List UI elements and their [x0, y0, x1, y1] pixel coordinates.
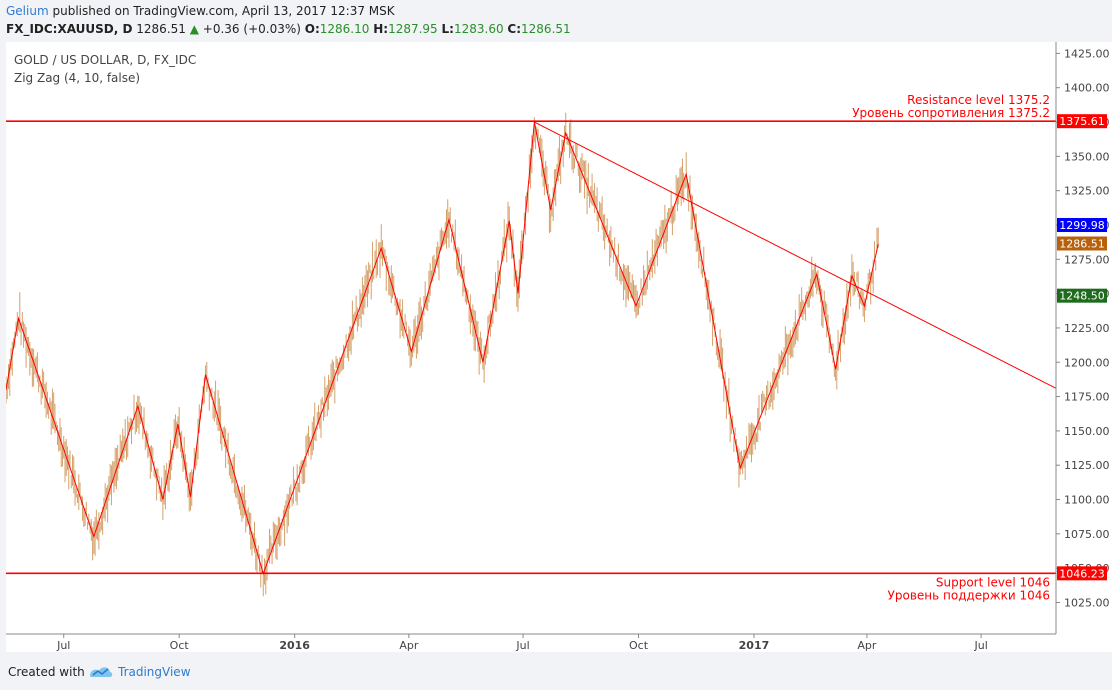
last-price: 1286.51 [136, 22, 186, 36]
y-tick-label: 1200.00 [1064, 356, 1110, 369]
y-tick-label: 1150.00 [1064, 425, 1110, 438]
open-label: O: [304, 22, 320, 36]
tradingview-link[interactable]: TradingView [118, 665, 191, 679]
footer-bar: Created with TradingView [0, 652, 1112, 690]
published-text: published on TradingView.com, April 13, … [52, 4, 395, 18]
x-tick-label: Apr [857, 639, 877, 652]
support-price-tag-box [1057, 566, 1107, 581]
indicator-label[interactable]: Zig Zag (4, 10, false) [14, 71, 140, 85]
y-tick-label: 1325.00 [1064, 185, 1110, 198]
support-price-tag: 1046.23 [1059, 567, 1105, 580]
symbol-label[interactable]: FX_IDC:XAUUSD, D [6, 22, 133, 36]
x-tick-label: Oct [629, 639, 649, 652]
x-tick-label: Jul [973, 639, 987, 652]
price-tag-box [1057, 218, 1107, 233]
zigzag-line [6, 121, 879, 576]
high-label: H: [373, 22, 389, 36]
x-tick-label: 2017 [739, 639, 770, 652]
price-tag-box [1057, 236, 1107, 251]
price-tag: 1299.98 [1059, 219, 1105, 232]
y-tick-label: 1225.00 [1064, 322, 1110, 335]
publish-line: Gelium published on TradingView.com, Apr… [6, 4, 395, 18]
level-lines [6, 120, 1057, 575]
chart-title: GOLD / US DOLLAR, D, FX_IDC [14, 53, 196, 67]
y-tick-label: 1400.00 [1064, 82, 1110, 95]
close-label: C: [507, 22, 522, 36]
y-tick-label: 1100.00 [1064, 494, 1110, 507]
high-value: 1287.95 [388, 22, 438, 36]
y-tick-label: 1350.00 [1064, 150, 1110, 163]
y-tick-label: 1275.00 [1064, 253, 1110, 266]
y-tick-label: 1125.00 [1064, 459, 1110, 472]
open-value: 1286.10 [319, 22, 370, 36]
y-tick-label: 1075.00 [1064, 528, 1110, 541]
price-tag: 1248.50 [1059, 290, 1105, 303]
chart-area[interactable]: 1025.001050.001075.001100.001125.001150.… [6, 42, 1112, 652]
y-tick-label: 1175.00 [1064, 391, 1110, 404]
resistance-price-tag: 1375.61 [1059, 115, 1105, 128]
y-tick-label: 1425.00 [1064, 47, 1110, 60]
low-label: L: [441, 22, 454, 36]
x-tick-label: Jul [515, 639, 529, 652]
low-value: 1283.60 [453, 22, 504, 36]
price-tag-box [1057, 288, 1107, 303]
plot-background [6, 42, 1056, 634]
support-label-ru: Уровень поддержки 1046 [888, 588, 1050, 602]
resistance-label-en: Resistance level 1375.2 [907, 93, 1050, 107]
x-tick-label: 2016 [279, 639, 310, 652]
y-tick-label: 1025.00 [1064, 596, 1110, 609]
x-tick-label: Jul [56, 639, 70, 652]
price-chart[interactable]: 1025.001050.001075.001100.001125.001150.… [6, 42, 1112, 652]
resistance-price-tag-box [1057, 114, 1107, 129]
support-label-en: Support level 1046 [936, 575, 1050, 589]
up-arrow-icon: ▲ [189, 22, 199, 36]
publisher-link[interactable]: Gelium [6, 4, 49, 18]
x-tick-label: Oct [170, 639, 190, 652]
price-tag: 1286.51 [1059, 237, 1105, 250]
x-tick-label: Apr [399, 639, 419, 652]
close-value: 1286.51 [521, 22, 571, 36]
tradingview-logo-icon[interactable] [88, 664, 114, 680]
time-axis[interactable]: Jul Oct 2016 Apr Jul Oct 2017 Apr Jul [56, 634, 988, 652]
header-bar: Gelium published on TradingView.com, Apr… [0, 0, 1112, 42]
created-with-text: Created with [8, 665, 85, 679]
resistance-label-ru: Уровень сопротивления 1375.2 [852, 106, 1050, 120]
ohlc-line: FX_IDC:XAUUSD, D 1286.51 ▲ +0.36 (+0.03%… [6, 22, 571, 36]
zigzag-layer [6, 121, 879, 576]
price-tags: 1375.61 1046.23 1299.98 1286.51 1248.50 [1057, 114, 1107, 581]
price-change: +0.36 (+0.03%) [202, 22, 301, 36]
trend-line[interactable] [534, 121, 1057, 389]
price-axis[interactable]: 1025.001050.001075.001100.001125.001150.… [1056, 47, 1110, 609]
